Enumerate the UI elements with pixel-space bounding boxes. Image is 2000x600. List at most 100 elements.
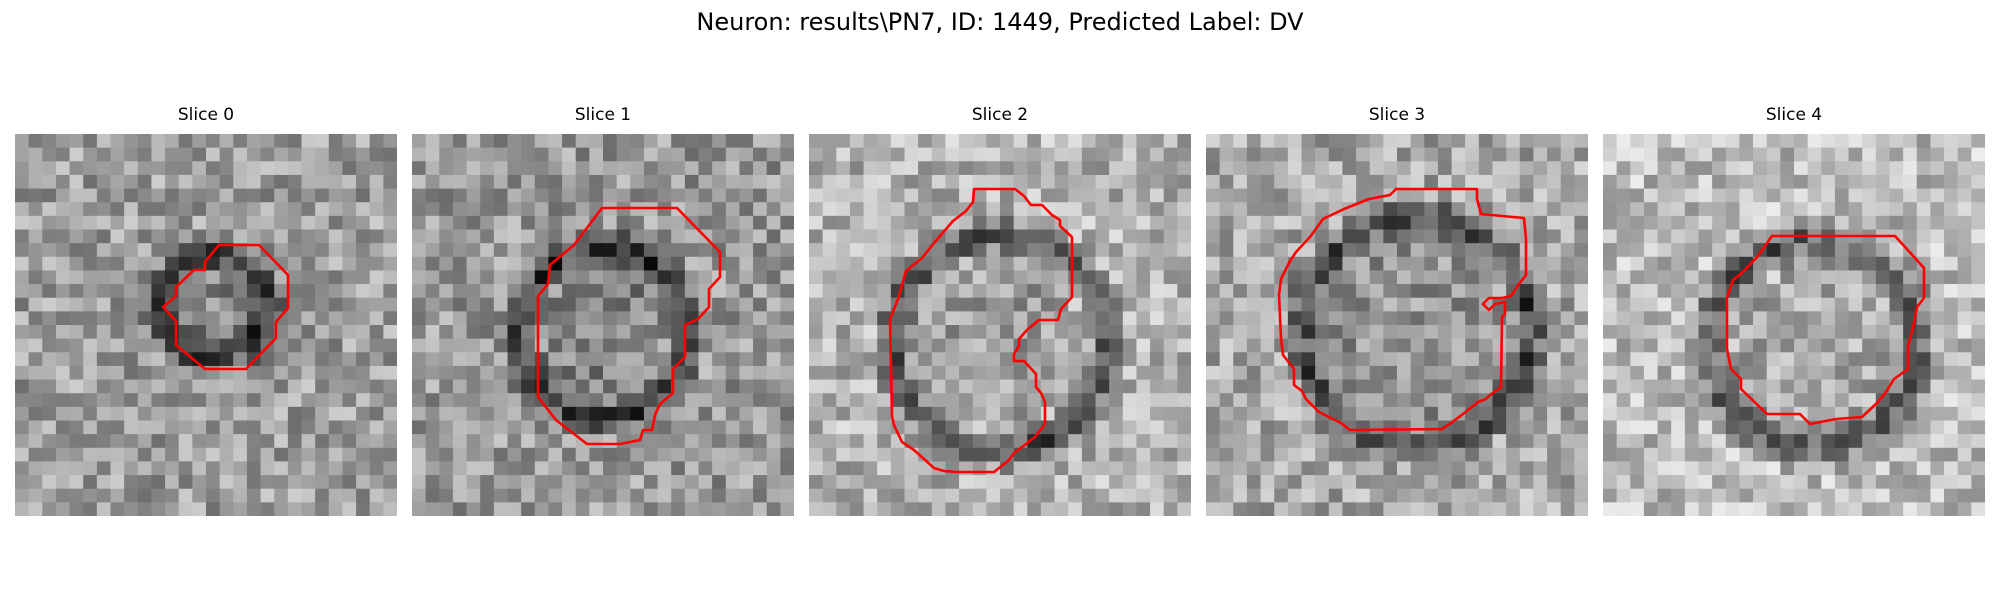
pixel [342, 230, 356, 244]
pixel [1479, 461, 1493, 475]
pixel [1821, 161, 1835, 175]
pixel [83, 448, 97, 462]
pixel [986, 243, 1000, 257]
pixel [138, 325, 152, 339]
pixel [1109, 161, 1123, 175]
pixel [1930, 407, 1944, 421]
pixel [1136, 502, 1150, 516]
pixel [1302, 202, 1316, 216]
pixel [1177, 257, 1191, 271]
pixel [1712, 339, 1726, 353]
pixel [658, 434, 672, 448]
pixel [288, 257, 302, 271]
pixel [1547, 421, 1561, 435]
pixel [1574, 489, 1588, 503]
pixel [1780, 216, 1794, 230]
pixel [1150, 161, 1164, 175]
pixel [1150, 148, 1164, 162]
slice-image [809, 134, 1191, 516]
pixel [1014, 421, 1028, 435]
pixel [1958, 502, 1972, 516]
pixel [1520, 284, 1534, 298]
pixel [151, 502, 165, 516]
slice-title: Slice 2 [809, 105, 1191, 125]
pixel [973, 461, 987, 475]
pixel [767, 148, 781, 162]
pixel [1958, 257, 1972, 271]
pixel [1329, 230, 1343, 244]
pixel [302, 257, 316, 271]
pixel [1971, 148, 1985, 162]
pixel [15, 407, 29, 421]
pixel [1617, 148, 1631, 162]
pixel [1849, 366, 1863, 380]
pixel [383, 448, 397, 462]
pixel [111, 175, 125, 189]
pixel [1261, 434, 1275, 448]
pixel [1944, 216, 1958, 230]
pixel [973, 421, 987, 435]
pixel [220, 189, 234, 203]
pixel [453, 448, 467, 462]
pixel [1274, 189, 1288, 203]
pixel [780, 216, 794, 230]
pixel [521, 325, 535, 339]
pixel [1506, 243, 1520, 257]
pixel [426, 489, 440, 503]
pixel [877, 284, 891, 298]
pixel [1630, 270, 1644, 284]
pixel [1068, 270, 1082, 284]
pixel [1206, 407, 1220, 421]
pixel [1014, 257, 1028, 271]
pixel [1876, 434, 1890, 448]
pixel [644, 243, 658, 257]
pixel [302, 298, 316, 312]
pixel [1493, 461, 1507, 475]
pixel [1780, 461, 1794, 475]
pixel [111, 380, 125, 394]
pixel [1302, 339, 1316, 353]
pixel [1574, 216, 1588, 230]
pixel-grid [15, 134, 397, 516]
pixel [1533, 366, 1547, 380]
pixel [1835, 148, 1849, 162]
pixel [836, 461, 850, 475]
pixel [1302, 189, 1316, 203]
pixel [1862, 270, 1876, 284]
pixel [1177, 407, 1191, 421]
pixel [945, 366, 959, 380]
pixel [29, 148, 43, 162]
pixel [1370, 284, 1384, 298]
pixel [206, 421, 220, 435]
pixel [1055, 134, 1069, 148]
pixel [508, 461, 522, 475]
pixel [932, 380, 946, 394]
pixel [521, 230, 535, 244]
pixel [1944, 407, 1958, 421]
pixel [233, 148, 247, 162]
pixel [247, 380, 261, 394]
pixel [1533, 216, 1547, 230]
pixel [42, 339, 56, 353]
pixel [1109, 230, 1123, 244]
pixel [1821, 475, 1835, 489]
pixel [1603, 175, 1617, 189]
pixel [383, 175, 397, 189]
pixel [315, 407, 329, 421]
pixel [370, 448, 384, 462]
pixel [726, 461, 740, 475]
pixel [508, 421, 522, 435]
pixel [1261, 134, 1275, 148]
pixel [1123, 461, 1137, 475]
pixel [1726, 434, 1740, 448]
pixel [1685, 134, 1699, 148]
pixel [138, 230, 152, 244]
pixel [1644, 284, 1658, 298]
pixel [905, 393, 919, 407]
pixel [562, 325, 576, 339]
pixel [753, 243, 767, 257]
pixel [617, 189, 631, 203]
pixel [1561, 284, 1575, 298]
pixel [426, 202, 440, 216]
pixel [576, 461, 590, 475]
